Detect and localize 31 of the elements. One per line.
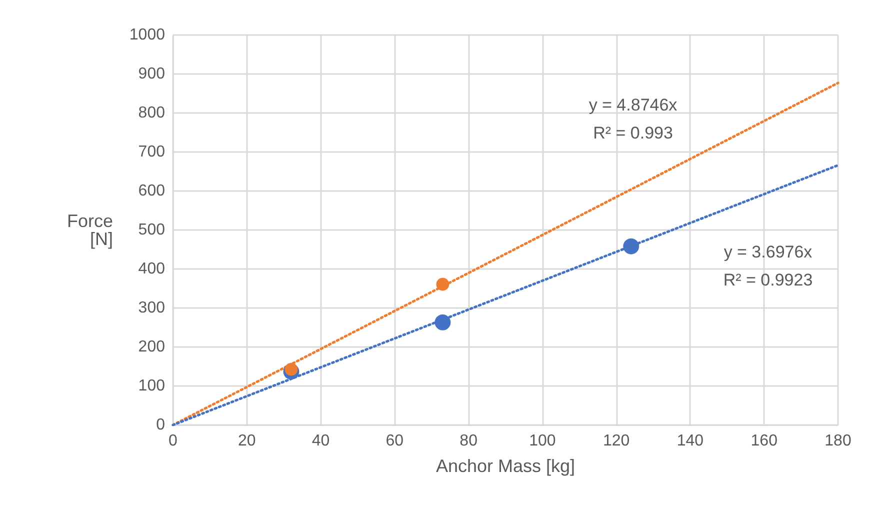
point: [436, 278, 450, 291]
y-tick-label: 400: [138, 260, 166, 278]
x-tick-label: 60: [386, 432, 404, 450]
y-tick-label: 800: [138, 104, 166, 122]
point: [434, 314, 451, 330]
annotation: R² = 0.993: [593, 124, 673, 142]
x-tick-label: 80: [460, 432, 478, 450]
point: [623, 238, 640, 254]
y-tick-label: 200: [138, 338, 166, 356]
y-tick-label: 1000: [129, 26, 166, 44]
y-tick-label: 500: [138, 222, 166, 238]
annotation: R² = 0.9923: [723, 270, 813, 290]
y-tick-label: 300: [138, 300, 166, 316]
x-tick-label: 0: [168, 432, 178, 450]
x-tick-label: 100: [529, 432, 556, 450]
annotation: y = 4.8746x: [588, 96, 678, 114]
x-tick-label: 140: [676, 432, 704, 450]
annotation: y = 3.6976x: [724, 242, 813, 262]
x-tick-label: 180: [824, 432, 852, 450]
y-axis-title: Force [N]: [66, 211, 113, 249]
y-tick-label: 100: [138, 378, 166, 394]
y-tick-label: 900: [138, 66, 166, 82]
y-tick-label: 700: [138, 144, 166, 160]
x-tick-label: 160: [750, 432, 778, 450]
x-tick-label: 20: [238, 432, 256, 450]
x-tick-label: 40: [312, 432, 330, 450]
y-tick-label: 0: [156, 416, 166, 434]
x-axis-title: Anchor Mass [kg]: [436, 456, 576, 476]
y-tick-label: 600: [138, 182, 166, 200]
point: [284, 362, 298, 376]
x-tick-label: 120: [602, 432, 630, 450]
